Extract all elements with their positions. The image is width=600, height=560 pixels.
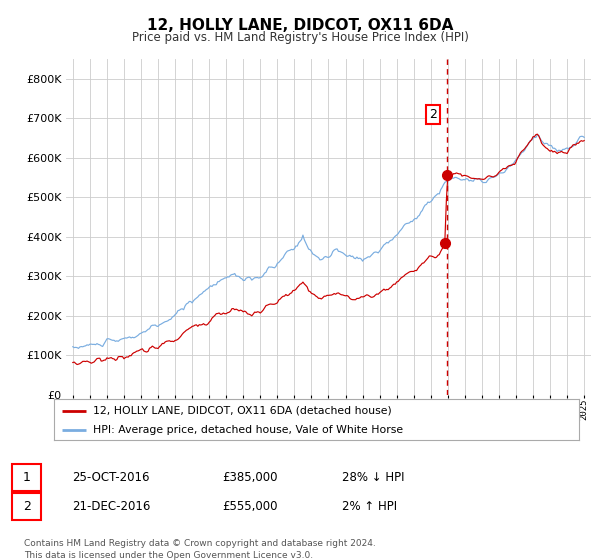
Text: £385,000: £385,000 [222,470,277,484]
Text: 1: 1 [23,470,31,484]
Text: Contains HM Land Registry data © Crown copyright and database right 2024.
This d: Contains HM Land Registry data © Crown c… [24,539,376,559]
Text: HPI: Average price, detached house, Vale of White Horse: HPI: Average price, detached house, Vale… [94,424,404,435]
Text: 2% ↑ HPI: 2% ↑ HPI [342,500,397,514]
Text: 12, HOLLY LANE, DIDCOT, OX11 6DA: 12, HOLLY LANE, DIDCOT, OX11 6DA [147,18,453,33]
Text: £555,000: £555,000 [222,500,277,514]
Text: 21-DEC-2016: 21-DEC-2016 [72,500,151,514]
Text: 25-OCT-2016: 25-OCT-2016 [72,470,149,484]
Text: 28% ↓ HPI: 28% ↓ HPI [342,470,404,484]
Text: 12, HOLLY LANE, DIDCOT, OX11 6DA (detached house): 12, HOLLY LANE, DIDCOT, OX11 6DA (detach… [94,405,392,416]
Text: Price paid vs. HM Land Registry's House Price Index (HPI): Price paid vs. HM Land Registry's House … [131,31,469,44]
Text: 2: 2 [430,108,437,120]
Text: 2: 2 [23,500,31,514]
